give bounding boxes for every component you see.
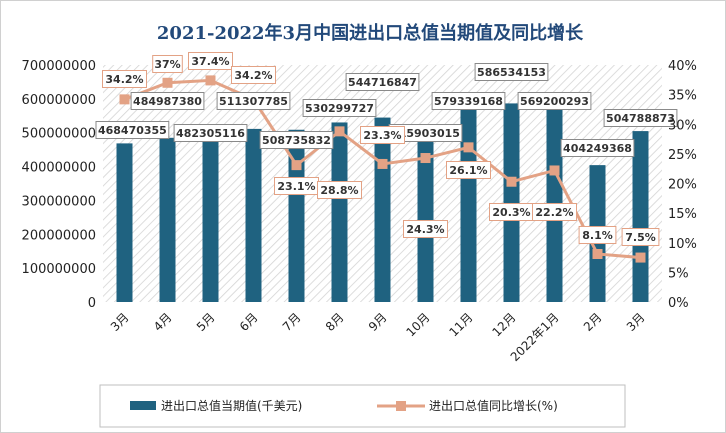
growth-marker: [162, 77, 173, 88]
growth-marker: [205, 75, 216, 86]
growth-value-label: 28.8%: [320, 184, 358, 197]
bar-value-label: 569200293: [520, 95, 589, 108]
bar-value-label: 530299727: [305, 102, 374, 115]
bar-value-label: 482305116: [176, 127, 245, 140]
y-right-tick-label: 0%: [668, 296, 689, 311]
bar-value-label-box: [517, 92, 592, 110]
y-right-tick-label: 15%: [668, 207, 697, 222]
bar: [460, 105, 477, 302]
legend-line-label: 进出口总值同比增长(%): [429, 398, 558, 413]
y-left-tick-label: 700000000: [22, 59, 96, 74]
bar: [632, 131, 649, 302]
bar: [374, 117, 391, 303]
bar-value-label: 511307785: [219, 95, 288, 108]
y-left-tick-label: 200000000: [22, 228, 96, 243]
legend-bar-label: 进出口总值当期值(千美元): [161, 398, 302, 413]
bar-value-label-box: [302, 99, 377, 117]
y-right-tick-label: 20%: [668, 178, 697, 193]
bar-value-label: 484987380: [133, 95, 202, 108]
chart-title: 2021-2022年3月中国进出口总值当期值及同比增长: [157, 22, 584, 44]
growth-value-label: 34.2%: [234, 69, 272, 82]
growth-value-label: 20.3%: [492, 206, 530, 219]
growth-value-label-box: [231, 66, 276, 84]
y-right-tick-label: 5%: [668, 266, 689, 281]
y-left-tick-label: 0: [88, 296, 96, 311]
bar-value-label-box: [431, 92, 506, 110]
growth-value-label: 26.1%: [449, 164, 487, 177]
growth-value-label: 8.1%: [582, 229, 613, 242]
bar-value-label-box: [259, 131, 334, 149]
growth-value-label-box: [446, 161, 491, 179]
bar: [288, 129, 305, 302]
bar-value-label: 504788873: [606, 112, 675, 125]
bar-value-label-box: [130, 92, 205, 110]
bar: [116, 143, 133, 302]
y-left-tick-label: 400000000: [22, 161, 96, 176]
y-right-tick-label: 30%: [668, 118, 697, 133]
bar-value-label-box: [345, 73, 420, 91]
growth-value-label-box: [403, 220, 448, 238]
growth-value-label: 24.3%: [406, 223, 444, 236]
legend-line-marker: [396, 401, 406, 411]
bar-value-label: 544716847: [348, 76, 417, 89]
growth-value-label: 7.5%: [625, 231, 656, 244]
legend-box: [99, 384, 626, 428]
y-right-tick-label: 10%: [668, 237, 697, 252]
y-right-tick-label: 25%: [668, 148, 697, 163]
growth-marker: [506, 176, 517, 187]
growth-marker: [334, 126, 345, 137]
bar-value-label-box: [560, 139, 635, 157]
growth-value-label: 22.2%: [535, 206, 573, 219]
growth-value-label: 34.2%: [105, 73, 143, 86]
growth-value-label-box: [621, 228, 660, 246]
bar-value-label: 468470355: [98, 124, 167, 137]
bar-value-label: 579339168: [434, 95, 503, 108]
bar: [202, 138, 219, 302]
growth-marker: [420, 153, 431, 164]
growth-marker: [635, 252, 646, 263]
growth-marker: [377, 158, 388, 169]
y-right-tick-label: 35%: [668, 89, 697, 104]
growth-value-label-box: [102, 70, 147, 88]
growth-value-label-box: [360, 126, 405, 144]
bar-value-label: 508735832: [262, 134, 331, 147]
y-left-tick-label: 500000000: [22, 127, 96, 142]
y-left-tick-label: 100000000: [22, 262, 96, 277]
bar: [159, 137, 176, 302]
bar-value-label: 404249368: [563, 142, 632, 155]
growth-value-label: 23.3%: [363, 129, 401, 142]
bar-value-label-box: [173, 124, 248, 142]
bar-value-label-box: [474, 63, 549, 81]
bar-value-label: 586534153: [477, 66, 546, 79]
growth-value-label-box: [532, 203, 577, 221]
growth-value-label: 37%: [154, 58, 180, 71]
y-right-tick-label: 40%: [668, 59, 697, 74]
growth-value-label: 23.1%: [277, 180, 315, 193]
y-left-tick-label: 600000000: [22, 93, 96, 108]
growth-value-label-box: [188, 52, 233, 70]
growth-value-label-box: [578, 226, 617, 244]
growth-marker: [463, 142, 474, 153]
legend-bar-swatch: [130, 401, 156, 410]
bar: [245, 128, 262, 302]
growth-value-label-box: [152, 55, 183, 73]
growth-value-label-box: [317, 181, 362, 199]
bar: [417, 127, 434, 302]
bar-value-label-box: [95, 121, 170, 139]
growth-marker: [119, 94, 130, 105]
growth-value-label: 37.4%: [191, 55, 229, 68]
growth-marker: [549, 165, 560, 176]
bar: [503, 103, 520, 302]
y-left-tick-label: 300000000: [22, 194, 96, 209]
bar-value-label-box: [216, 92, 291, 110]
growth-marker: [592, 249, 603, 260]
bar: [331, 122, 348, 303]
bar-value-label-box: [603, 109, 678, 127]
growth-marker: [291, 160, 302, 171]
bar-value-label: 515903015: [391, 127, 460, 140]
